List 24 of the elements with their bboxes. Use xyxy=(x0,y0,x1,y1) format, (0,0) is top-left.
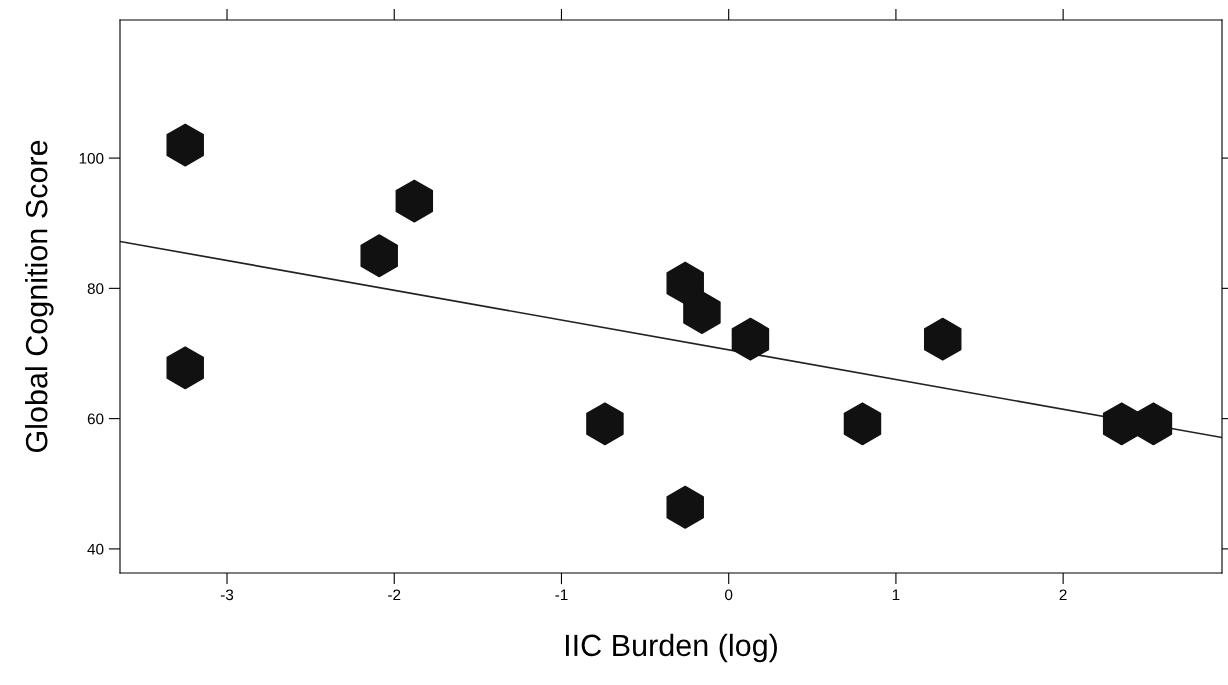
x-tick-label: 1 xyxy=(892,589,900,601)
point xyxy=(166,123,204,167)
point xyxy=(731,317,770,361)
point xyxy=(395,179,434,223)
x-tick-label: 2 xyxy=(1059,589,1067,601)
y-axis-title: Global Cognition Score xyxy=(25,140,54,453)
x-axis-title: IIC Burden (log) xyxy=(565,633,777,663)
point xyxy=(666,261,704,305)
point xyxy=(586,402,624,446)
x-tick-label: -1 xyxy=(555,589,568,601)
point xyxy=(166,346,204,390)
point xyxy=(843,402,882,446)
point xyxy=(360,234,398,278)
y-tick-label: 80 xyxy=(87,283,104,295)
x-tick-label: 0 xyxy=(725,589,733,601)
point xyxy=(666,485,704,529)
y-tick-label: 40 xyxy=(87,543,104,555)
x-tick-label: -3 xyxy=(220,589,234,601)
y-tick-label: 60 xyxy=(87,413,104,425)
x-tick-label: -2 xyxy=(388,589,401,601)
point xyxy=(683,290,721,334)
point xyxy=(924,317,962,361)
point xyxy=(1134,402,1173,446)
y-tick-label: 100 xyxy=(79,152,104,164)
